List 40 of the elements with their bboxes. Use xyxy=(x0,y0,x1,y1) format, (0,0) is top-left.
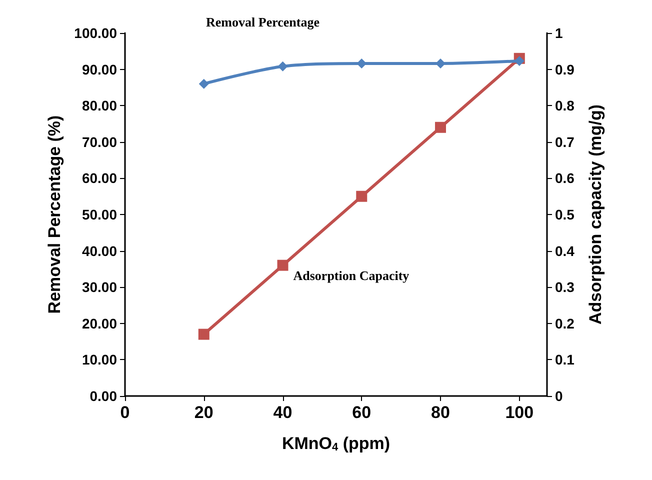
y2-tick-label: 0.6 xyxy=(555,170,575,186)
y2-tick-label: 0.7 xyxy=(555,134,575,150)
y-tick-label: 50.00 xyxy=(82,206,118,222)
y2-tick-label: 0.2 xyxy=(555,315,575,332)
x-tick-label: 0 xyxy=(120,403,130,422)
point xyxy=(514,56,524,66)
y2-tick-label: 0.9 xyxy=(555,61,575,78)
x-tick-label: 100 xyxy=(505,403,534,422)
y2-axis-title: Adsorption capacity (mg/g) xyxy=(586,104,605,325)
y2-tick-label: 0.4 xyxy=(555,242,575,259)
series-label: Adsorption Capacity xyxy=(293,268,410,283)
y-tick-label: 70.00 xyxy=(82,134,118,150)
text: Removal Percentage xyxy=(206,14,320,30)
y-tick-label: 20.00 xyxy=(82,315,118,332)
y2-tick-label: 1 xyxy=(555,25,563,41)
y-tick-label: 30.00 xyxy=(82,279,118,296)
y2-tick-label: 0 xyxy=(555,388,563,404)
y2-tick-label: 0.8 xyxy=(555,98,575,114)
point xyxy=(436,58,446,68)
y-tick-label: 90.00 xyxy=(82,61,118,78)
x-tick-label: 60 xyxy=(352,403,372,422)
point xyxy=(435,122,446,133)
x-tick-label: 20 xyxy=(194,403,214,422)
y-tick-label: 60.00 xyxy=(82,170,118,186)
y-tick-label: 100.00 xyxy=(74,25,118,41)
y-tick-label: 80.00 xyxy=(82,98,118,114)
point xyxy=(198,78,209,89)
x-tick-label: 80 xyxy=(431,403,450,422)
y-tick-label: 10.00 xyxy=(82,352,118,368)
point xyxy=(277,260,288,271)
point xyxy=(198,328,210,340)
y-tick-label: 40.00 xyxy=(82,242,118,259)
y2-tick-label: 0.1 xyxy=(555,352,575,368)
x-tick-label: 40 xyxy=(273,403,292,422)
y2-tick-label: 0.3 xyxy=(555,279,575,296)
y-tick-label: 0.00 xyxy=(90,388,118,404)
point xyxy=(278,61,288,72)
point xyxy=(356,190,368,202)
y-axis-title: Removal Percentage (%) xyxy=(45,115,64,314)
y2-tick-label: 0.5 xyxy=(555,206,575,222)
